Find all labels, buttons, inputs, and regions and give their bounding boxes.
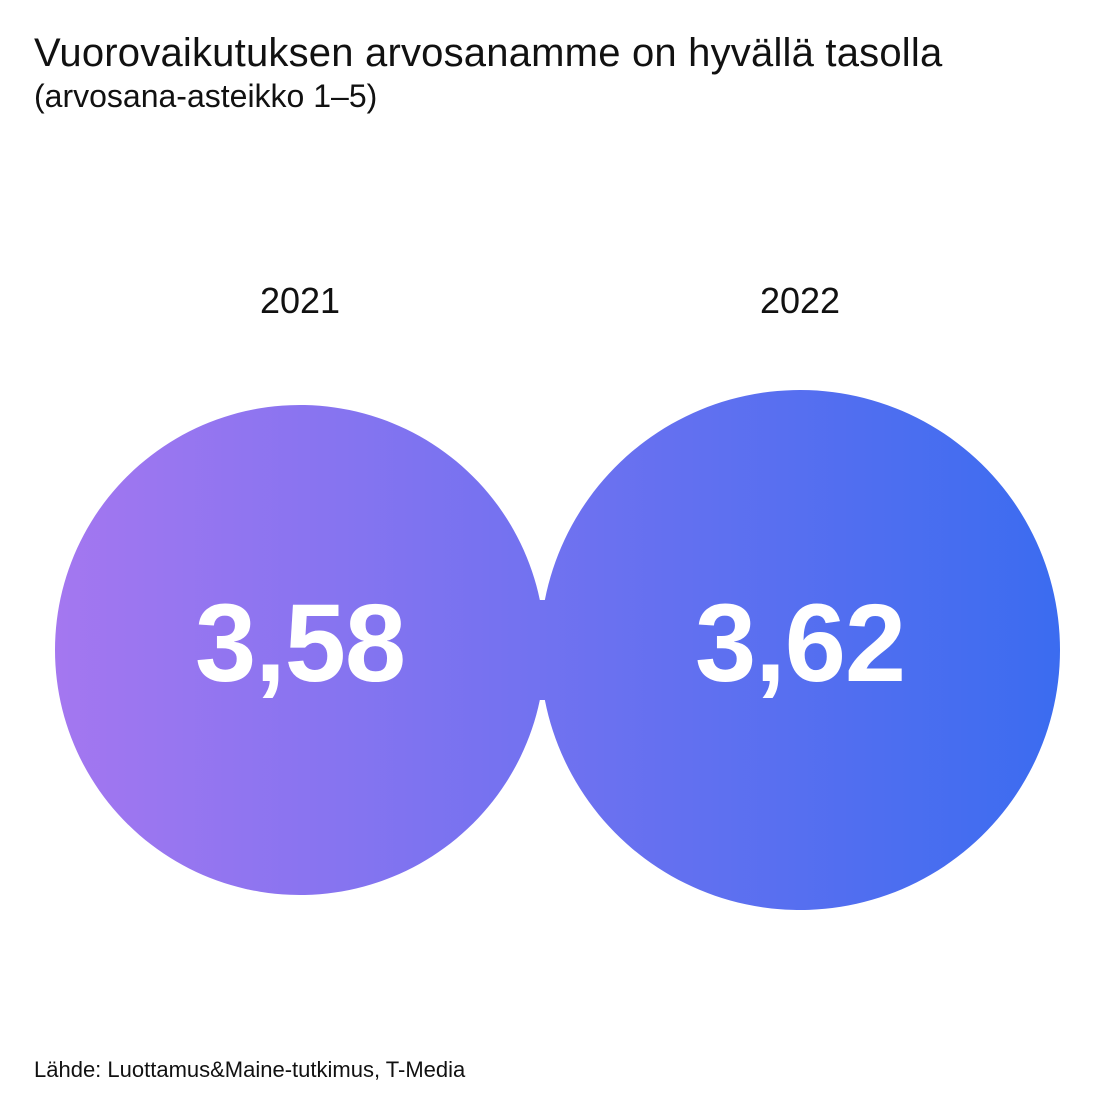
title-block: Vuorovaikutuksen arvosanamme on hyvällä …	[34, 28, 1067, 115]
chart-title: Vuorovaikutuksen arvosanamme on hyvällä …	[34, 31, 942, 75]
infographic-container: Vuorovaikutuksen arvosanamme on hyvällä …	[0, 0, 1101, 1101]
year-label-left: 2021	[240, 280, 360, 322]
value-right: 3,62	[630, 580, 970, 707]
chart-subtitle: (arvosana-asteikko 1–5)	[34, 78, 377, 114]
source-text: Lähde: Luottamus&Maine-tutkimus, T-Media	[34, 1057, 465, 1083]
year-label-right: 2022	[740, 280, 860, 322]
blob-shape: 3,58 3,62	[40, 390, 1060, 910]
value-left: 3,58	[130, 580, 470, 707]
